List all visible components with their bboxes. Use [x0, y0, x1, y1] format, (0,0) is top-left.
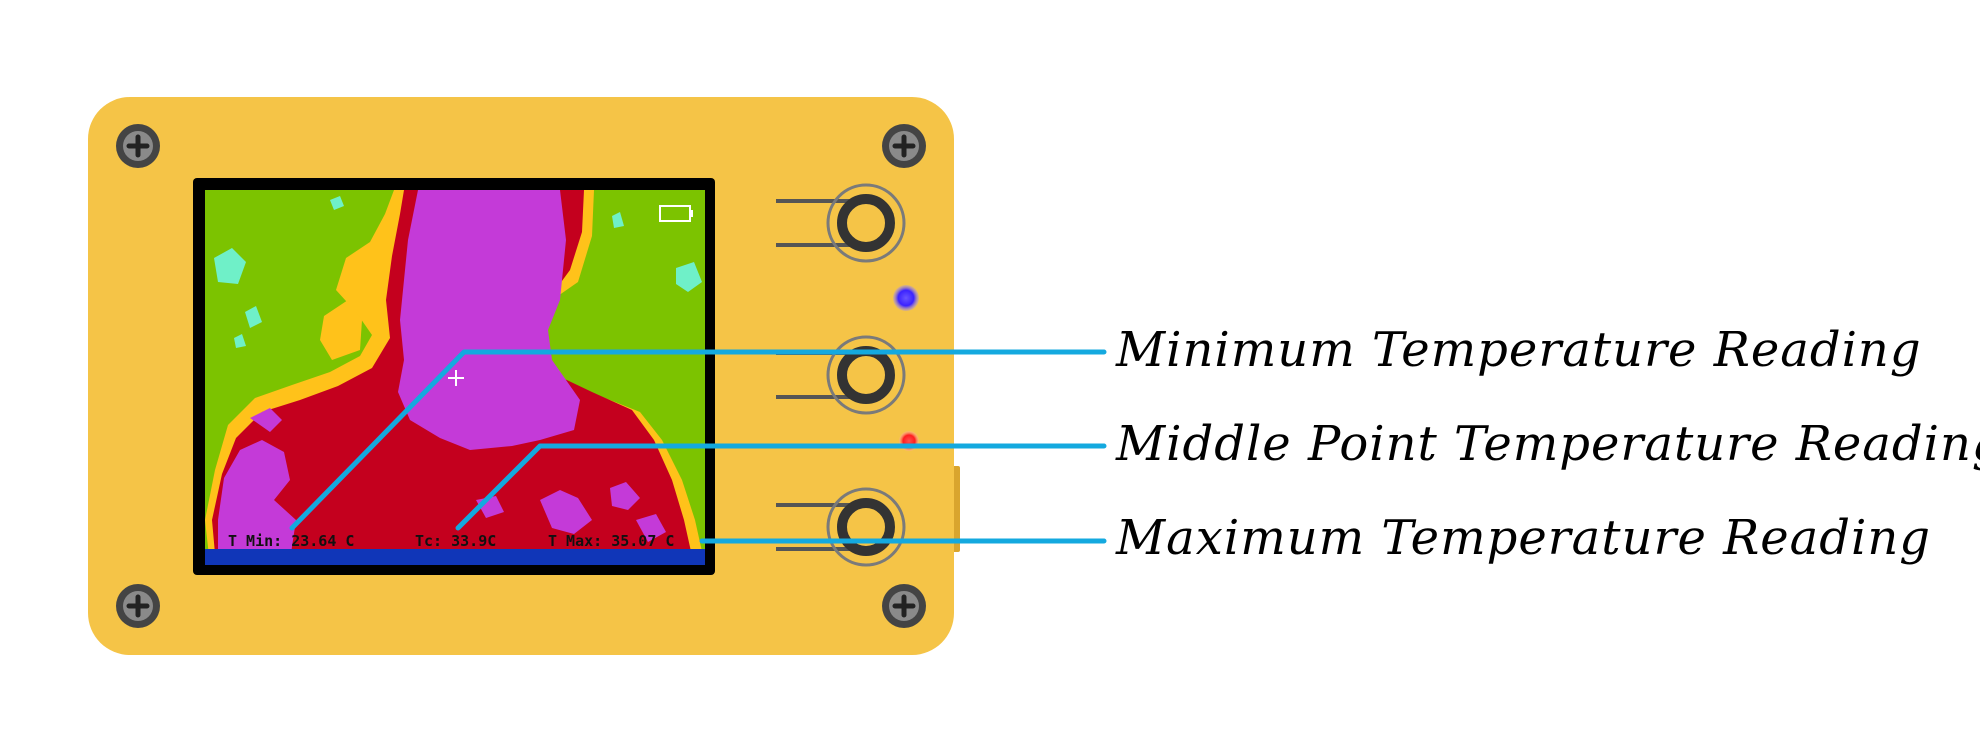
- callout-label-max: Maximum Temperature Reading: [1115, 510, 1931, 566]
- callout-label-min: Minimum Temperature Reading: [1115, 322, 1922, 378]
- blue-led-indicator: [893, 285, 919, 311]
- battery-icon: [659, 205, 693, 222]
- thermal-image-display: T Min: 23.64 C Tc: 33.9C T Max: 35.07 C: [205, 190, 705, 565]
- screw-icon: [882, 584, 926, 628]
- leader-line-mid: [455, 443, 1107, 531]
- leader-line-min: [289, 349, 1107, 531]
- screw-icon: [116, 584, 160, 628]
- max-temperature-readout: T Max: 35.07 C: [548, 532, 674, 550]
- center-temperature-readout: Tc: 33.9C: [415, 532, 496, 550]
- thermal-camera-device: T Min: 23.64 C Tc: 33.9C T Max: 35.07 C: [88, 97, 960, 655]
- callout-leader-lines: [289, 349, 1107, 544]
- screw-icon: [116, 124, 160, 168]
- button-icon[interactable]: [776, 183, 906, 263]
- callout-label-mid: Middle Point Temperature Reading: [1115, 416, 1980, 472]
- button-icon[interactable]: [776, 487, 906, 567]
- screw-icon: [882, 124, 926, 168]
- min-temperature-readout: T Min: 23.64 C: [228, 532, 354, 550]
- crosshair-icon: [448, 370, 464, 386]
